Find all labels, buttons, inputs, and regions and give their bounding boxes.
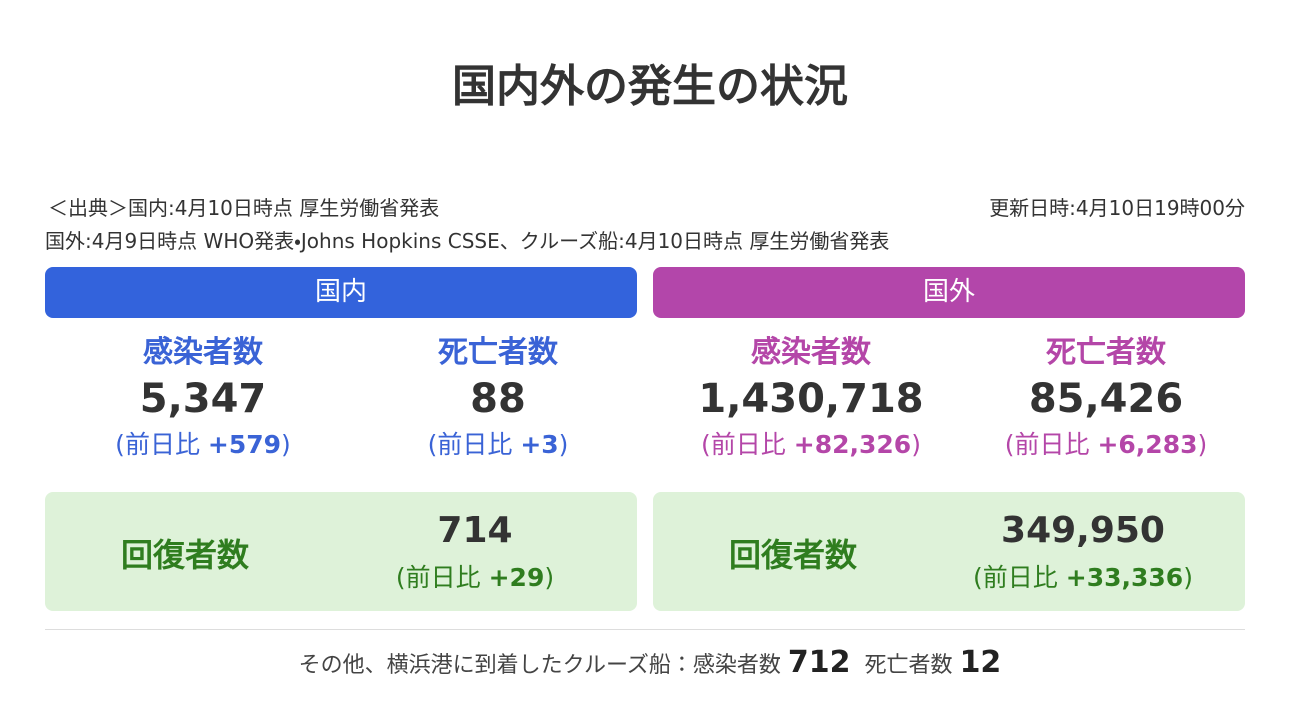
paren: ) <box>281 430 291 459</box>
stat-label: 感染者数 <box>143 335 263 370</box>
diff: (前日比 +3) <box>350 425 646 465</box>
footer: その他、横浜港に到着したクルーズ船：感染者数 712 死亡者数 12 <box>0 645 1300 680</box>
paren: ) <box>558 430 569 459</box>
recovered-value: 714 <box>437 510 513 551</box>
stat: 死亡者数 85,426 (前日比 +6,283) <box>958 333 1254 465</box>
footer-value: 12 <box>959 645 1002 680</box>
stat-value: 5,347 <box>139 376 267 422</box>
diff: (前日比 +6,283) <box>958 425 1254 465</box>
recovered: 回復者数 714 (前日比 +29) <box>45 492 637 611</box>
paren: ( <box>973 563 983 592</box>
paren: ( <box>1004 430 1015 459</box>
title: 国内外の発生の状況 <box>452 61 848 112</box>
paren: ) <box>544 563 555 592</box>
diff: (前日比 +82,326) <box>663 425 959 465</box>
diff-label: 前日比 <box>982 563 1058 592</box>
stat: 感染者数 5,347 (前日比 +579) <box>55 333 351 465</box>
diff-label: 前日比 <box>124 430 200 459</box>
source-line: 国外:4月9日時点 WHO発表・Johns Hopkins CSSE、クルーズ船… <box>45 229 890 253</box>
panel: 国外 感染者数 1,430,718 (前日比 +82,326) 死亡者数 85,426 (前… <box>653 267 1245 611</box>
stat-value: 85,426 <box>1028 376 1184 422</box>
footer-label: 死亡者数 <box>864 653 953 678</box>
diff-value: +6,283 <box>1097 430 1198 459</box>
diff-value: +82,326 <box>793 430 912 459</box>
footer-value: 712 <box>787 645 851 680</box>
paren: ( <box>395 563 406 592</box>
diff-label: 前日比 <box>1014 430 1090 459</box>
recovered: 回復者数 349,950 (前日比 +33,336) <box>653 492 1245 611</box>
stat-value: 88 <box>470 376 526 422</box>
paren: ) <box>911 430 921 459</box>
diff: (前日比 +579) <box>55 425 351 465</box>
diff-label: 前日比 <box>405 563 481 592</box>
panel: 国内 感染者数 5,347 (前日比 +579) 死亡者数 88 (前日比 +3) 回復者数 7… <box>45 267 637 611</box>
stat-label: 死亡者数 <box>438 335 558 370</box>
recovered-label: 回復者数 <box>728 536 857 574</box>
stat-value: 1,430,718 <box>698 376 924 422</box>
panel-header: 国外 <box>653 267 1245 318</box>
paren: ) <box>1183 563 1193 592</box>
diff-value: +33,336 <box>1065 563 1184 592</box>
diff-value: +29 <box>488 563 545 592</box>
panel-header: 国内 <box>45 267 637 318</box>
stat-label: 感染者数 <box>751 335 871 370</box>
paren: ( <box>427 430 438 459</box>
diff-label: 前日比 <box>710 430 786 459</box>
paren: ) <box>1197 430 1208 459</box>
paren: ( <box>701 430 711 459</box>
recovered-label: 回復者数 <box>120 536 249 574</box>
diff-value: +3 <box>520 430 559 459</box>
diff-label: 前日比 <box>437 430 513 459</box>
footer-text: その他、横浜港に到着したクルーズ船：感染者数 <box>298 653 781 678</box>
diff-value: +579 <box>207 430 282 459</box>
recovered-value: 349,950 <box>1001 510 1165 551</box>
divider <box>45 629 1245 630</box>
diff: (前日比 +29) <box>325 558 625 594</box>
paren: ( <box>115 430 125 459</box>
stat-label: 死亡者数 <box>1046 335 1166 370</box>
stat: 感染者数 1,430,718 (前日比 +82,326) <box>663 333 959 465</box>
updated-at: 更新日時:4月10日19時00分 <box>989 196 1245 220</box>
diff: (前日比 +33,336) <box>933 558 1233 594</box>
source-line: ＜出典＞国内:4月10日時点 厚生労働省発表 <box>48 196 440 220</box>
stat: 死亡者数 88 (前日比 +3) <box>350 333 646 465</box>
